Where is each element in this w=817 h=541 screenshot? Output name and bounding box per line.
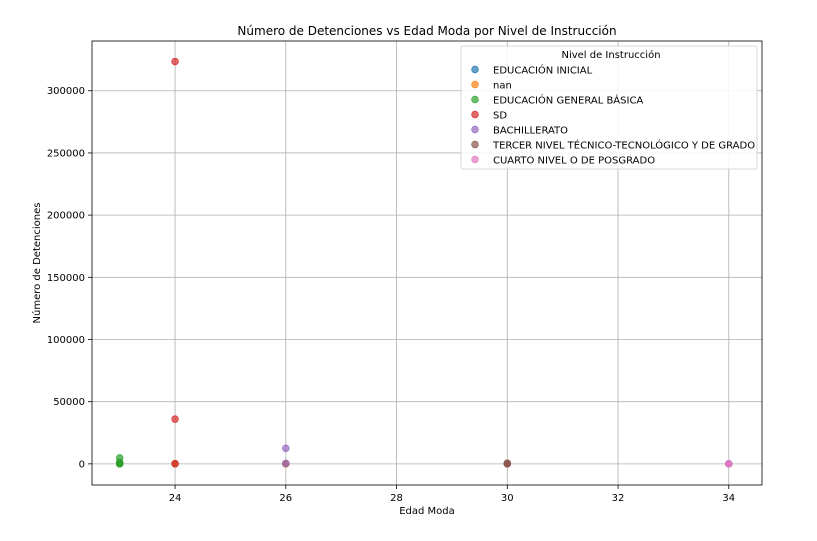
legend-title: Nivel de Instrucción bbox=[561, 49, 660, 61]
data-point bbox=[171, 415, 179, 423]
legend-label: EDUCACIÓN INICIAL bbox=[493, 64, 593, 77]
legend-label: nan bbox=[493, 81, 512, 92]
legend-box bbox=[460, 45, 758, 170]
legend: Nivel de Instrucción EDUCACIÓN INICIAL na… bbox=[460, 45, 758, 170]
data-point bbox=[725, 460, 733, 468]
x-tick-label: 30 bbox=[501, 493, 514, 504]
y-tick-label: 0 bbox=[79, 459, 85, 470]
x-axis-title: Edad Moda bbox=[399, 506, 455, 517]
chart-title: Número de Detenciones vs Edad Moda por N… bbox=[237, 24, 616, 38]
legend-items: EDUCACIÓN INICIAL nan EDUCACIÓN GENERAL BÁ… bbox=[471, 64, 755, 167]
data-point bbox=[503, 460, 511, 468]
legend-marker bbox=[471, 155, 479, 164]
legend-label: TERCER NIVEL TÉCNICO-TECNOLÓGICO Y DE GR… bbox=[492, 139, 755, 152]
data-point bbox=[171, 57, 179, 66]
x-tick-label: 34 bbox=[722, 493, 735, 504]
legend-marker bbox=[471, 65, 479, 74]
legend-label: EDUCACIÓN GENERAL BÁSICA bbox=[493, 94, 643, 107]
x-tick-label: 28 bbox=[390, 493, 403, 504]
ticks-layer: 24 26 28 30 32 34 0 50000 100000 150000 200000 2500… bbox=[47, 86, 735, 504]
legend-marker bbox=[471, 95, 479, 104]
data-point bbox=[115, 460, 124, 468]
x-tick-label: 26 bbox=[279, 493, 292, 504]
legend-label: BACHILLERATO bbox=[493, 126, 568, 137]
x-tick-label: 32 bbox=[612, 493, 625, 504]
points-layer bbox=[115, 57, 733, 468]
data-point bbox=[171, 459, 179, 468]
legend-marker bbox=[471, 80, 479, 89]
x-tick-label: 24 bbox=[169, 493, 182, 504]
y-tick-label: 100000 bbox=[47, 335, 85, 346]
y-axis-title: Número de Detenciones bbox=[31, 203, 43, 324]
legend-marker bbox=[471, 125, 479, 134]
data-point bbox=[282, 444, 290, 453]
legend-label: CUARTO NIVEL O DE POSGRADO bbox=[493, 156, 655, 167]
y-tick-label: 150000 bbox=[47, 273, 85, 284]
legend-marker bbox=[471, 140, 479, 149]
y-tick-label: 200000 bbox=[47, 211, 85, 222]
y-tick-label: 50000 bbox=[53, 397, 85, 408]
legend-marker bbox=[471, 110, 479, 119]
data-point bbox=[282, 459, 290, 468]
y-tick-label: 300000 bbox=[47, 86, 85, 97]
y-tick-label: 250000 bbox=[47, 148, 85, 159]
plot-frame bbox=[91, 40, 763, 486]
legend-label: SD bbox=[493, 111, 507, 122]
